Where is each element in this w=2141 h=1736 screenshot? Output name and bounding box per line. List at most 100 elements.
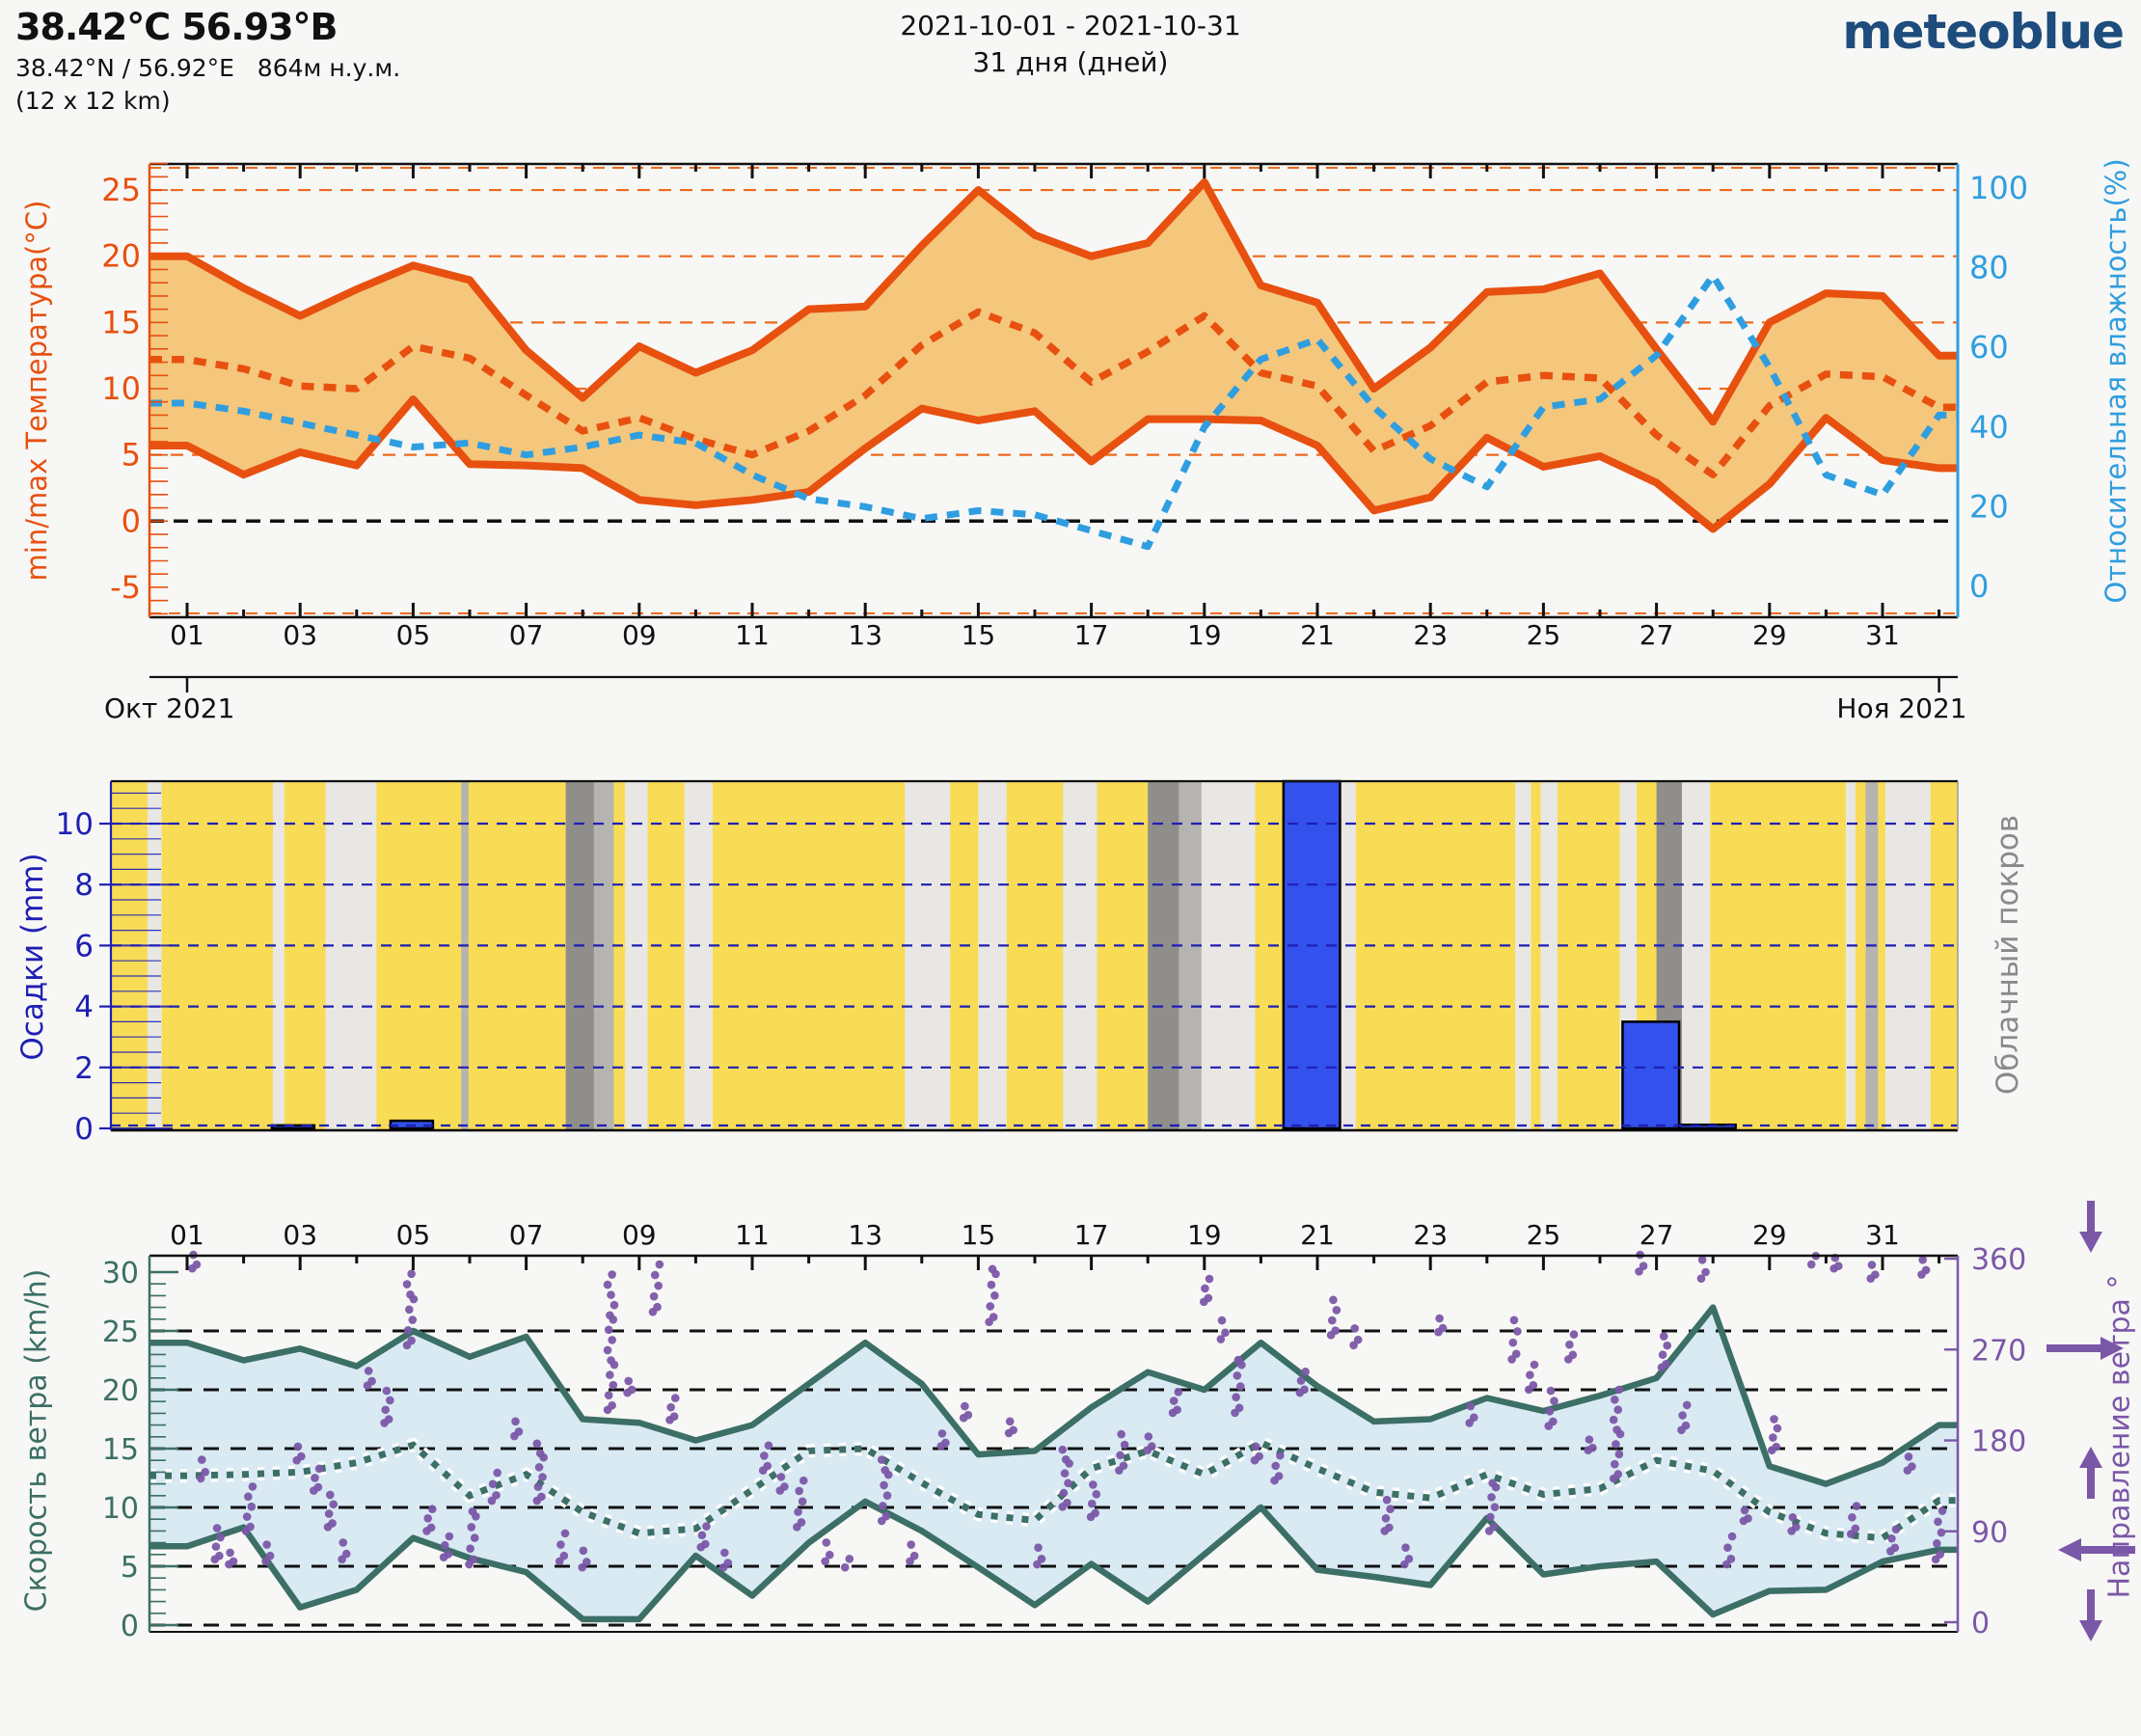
day-label: 11: [735, 619, 770, 651]
day-label: 23: [1413, 619, 1448, 651]
precip-tick-label: 6: [74, 929, 94, 963]
day-label: 03: [283, 619, 317, 651]
wind-tick-label: 0: [121, 1610, 139, 1643]
day-label: 03: [283, 1219, 317, 1251]
cloud-band: [1179, 781, 1202, 1130]
humidity-tick-label: 80: [1969, 250, 2009, 286]
wind-frame: 0 5 10 15 20 25 30 0 90 180 270 360: [102, 1243, 2026, 1643]
day-label: 29: [1752, 1219, 1787, 1251]
cloud-band: [625, 781, 648, 1130]
wind-max-line: [149, 1304, 1958, 1487]
wind-tick-label: 20: [102, 1374, 139, 1408]
day-label: 01: [170, 1219, 204, 1251]
day-label: 21: [1300, 1219, 1335, 1251]
day-label: 19: [1187, 619, 1222, 651]
date-range: 2021-10-01 - 2021-10-31: [900, 10, 1241, 41]
wind-tick-label: 15: [102, 1433, 139, 1467]
day-label: 09: [622, 1219, 657, 1251]
direction-tick-label: 180: [1971, 1425, 2026, 1459]
cloud-band: [1681, 781, 1711, 1130]
direction-tick-label: 0: [1971, 1607, 1990, 1641]
day-label: 15: [962, 619, 996, 651]
x-axis-bottom-chart: 01 03 05 07 09 11 13 15 17 19 21 23 25 27 29 31: [170, 1219, 1900, 1251]
day-label: 27: [1640, 619, 1674, 651]
day-label: 17: [1074, 619, 1109, 651]
precip-bar: [1677, 1123, 1737, 1130]
cloud-band: [905, 781, 951, 1130]
temp-tick-label: 5: [122, 437, 141, 474]
wind-tick-label: 25: [102, 1316, 139, 1349]
cloud-band: [1148, 781, 1179, 1130]
cloud-band: [461, 781, 469, 1130]
cloud-band: [978, 781, 1007, 1130]
x-axis-top-chart: 01 03 05 07 09 11 13 15 17 19 21 23 25 27 29 31 Окт 2021…: [104, 619, 1967, 724]
cloud-band: [1540, 781, 1558, 1130]
location-title: 38.42°C 56.93°В: [15, 6, 338, 48]
direction-tick-label: 90: [1971, 1516, 2008, 1550]
direction-tick-label: 360: [1971, 1243, 2026, 1277]
day-label: 07: [509, 1219, 544, 1251]
precip-tick-label: 0: [74, 1112, 94, 1147]
temp-tick-label: -5: [110, 569, 141, 606]
day-label: 13: [848, 1219, 882, 1251]
cloud-band: [273, 781, 285, 1130]
humidity-tick-label: 40: [1969, 409, 2009, 446]
cloud-band: [684, 781, 713, 1130]
day-label: 23: [1413, 1219, 1448, 1251]
precip-tick-label: 10: [56, 807, 94, 842]
day-label: 15: [962, 1219, 996, 1251]
day-count: 31 дня (дней): [972, 46, 1169, 78]
month-label-right: Ноя 2021: [1836, 692, 1966, 724]
day-label: 11: [735, 1219, 770, 1251]
cloud-band: [565, 781, 594, 1130]
wind-min-line: [149, 1498, 1958, 1623]
day-label: 07: [509, 619, 544, 651]
humidity-tick-label: 0: [1969, 568, 1989, 605]
day-label: 27: [1640, 1219, 1674, 1251]
cloud-band: [147, 781, 162, 1130]
humidity-tick-label: 60: [1969, 329, 2009, 366]
day-label: 05: [396, 1219, 431, 1251]
cloud-band: [1884, 781, 1931, 1130]
grid-cell-size: (12 x 12 km): [15, 87, 171, 115]
day-label: 13: [848, 619, 882, 651]
direction-arrows: [2046, 1201, 2135, 1641]
temp-min-line: [149, 395, 1958, 533]
wind-tick-label: 10: [102, 1492, 139, 1526]
day-label: 25: [1527, 619, 1561, 651]
day-label: 19: [1187, 1219, 1222, 1251]
day-label: 05: [396, 619, 431, 651]
temp-panel: -5 0 5 10 15 20 25 0 20 40 60 80 100: [101, 162, 2028, 619]
temp-band: [149, 181, 1958, 529]
precip-tick-label: 8: [74, 868, 94, 903]
cloud-band: [1845, 781, 1856, 1130]
cloud-band: [1865, 781, 1879, 1130]
cloud-band: [1063, 781, 1098, 1130]
temp-max-line: [149, 177, 1958, 426]
humidity-line: [149, 272, 1958, 551]
precip-panel: 0 2 4 6 8 10: [56, 779, 1959, 1147]
month-label-left: Окт 2021: [104, 692, 234, 724]
cloud-band: [1341, 781, 1356, 1130]
day-label: 21: [1300, 619, 1335, 651]
day-label: 31: [1865, 619, 1900, 651]
temp-tick-label: 25: [101, 172, 141, 208]
cloud-band: [593, 781, 614, 1130]
day-label: 25: [1527, 1219, 1561, 1251]
cloud-band: [1201, 781, 1256, 1130]
humidity-tick-label: 100: [1969, 170, 2028, 206]
location-coords: 38.42°N / 56.92°E 864м н.у.м.: [15, 54, 401, 82]
precip-tick-label: 4: [74, 990, 94, 1025]
humidity-tick-label: 20: [1969, 488, 2009, 525]
wind-tick-label: 5: [121, 1551, 139, 1585]
temp-tick-label: 15: [101, 304, 141, 340]
wind-direction-scatter: [188, 1250, 1947, 1572]
cloud-band: [325, 781, 377, 1130]
day-label: 31: [1865, 1219, 1900, 1251]
precip-tick-label: 2: [74, 1051, 94, 1086]
precip-bar: [1282, 779, 1342, 1130]
day-label: 01: [170, 619, 204, 651]
temp-tick-label: 0: [122, 502, 141, 539]
